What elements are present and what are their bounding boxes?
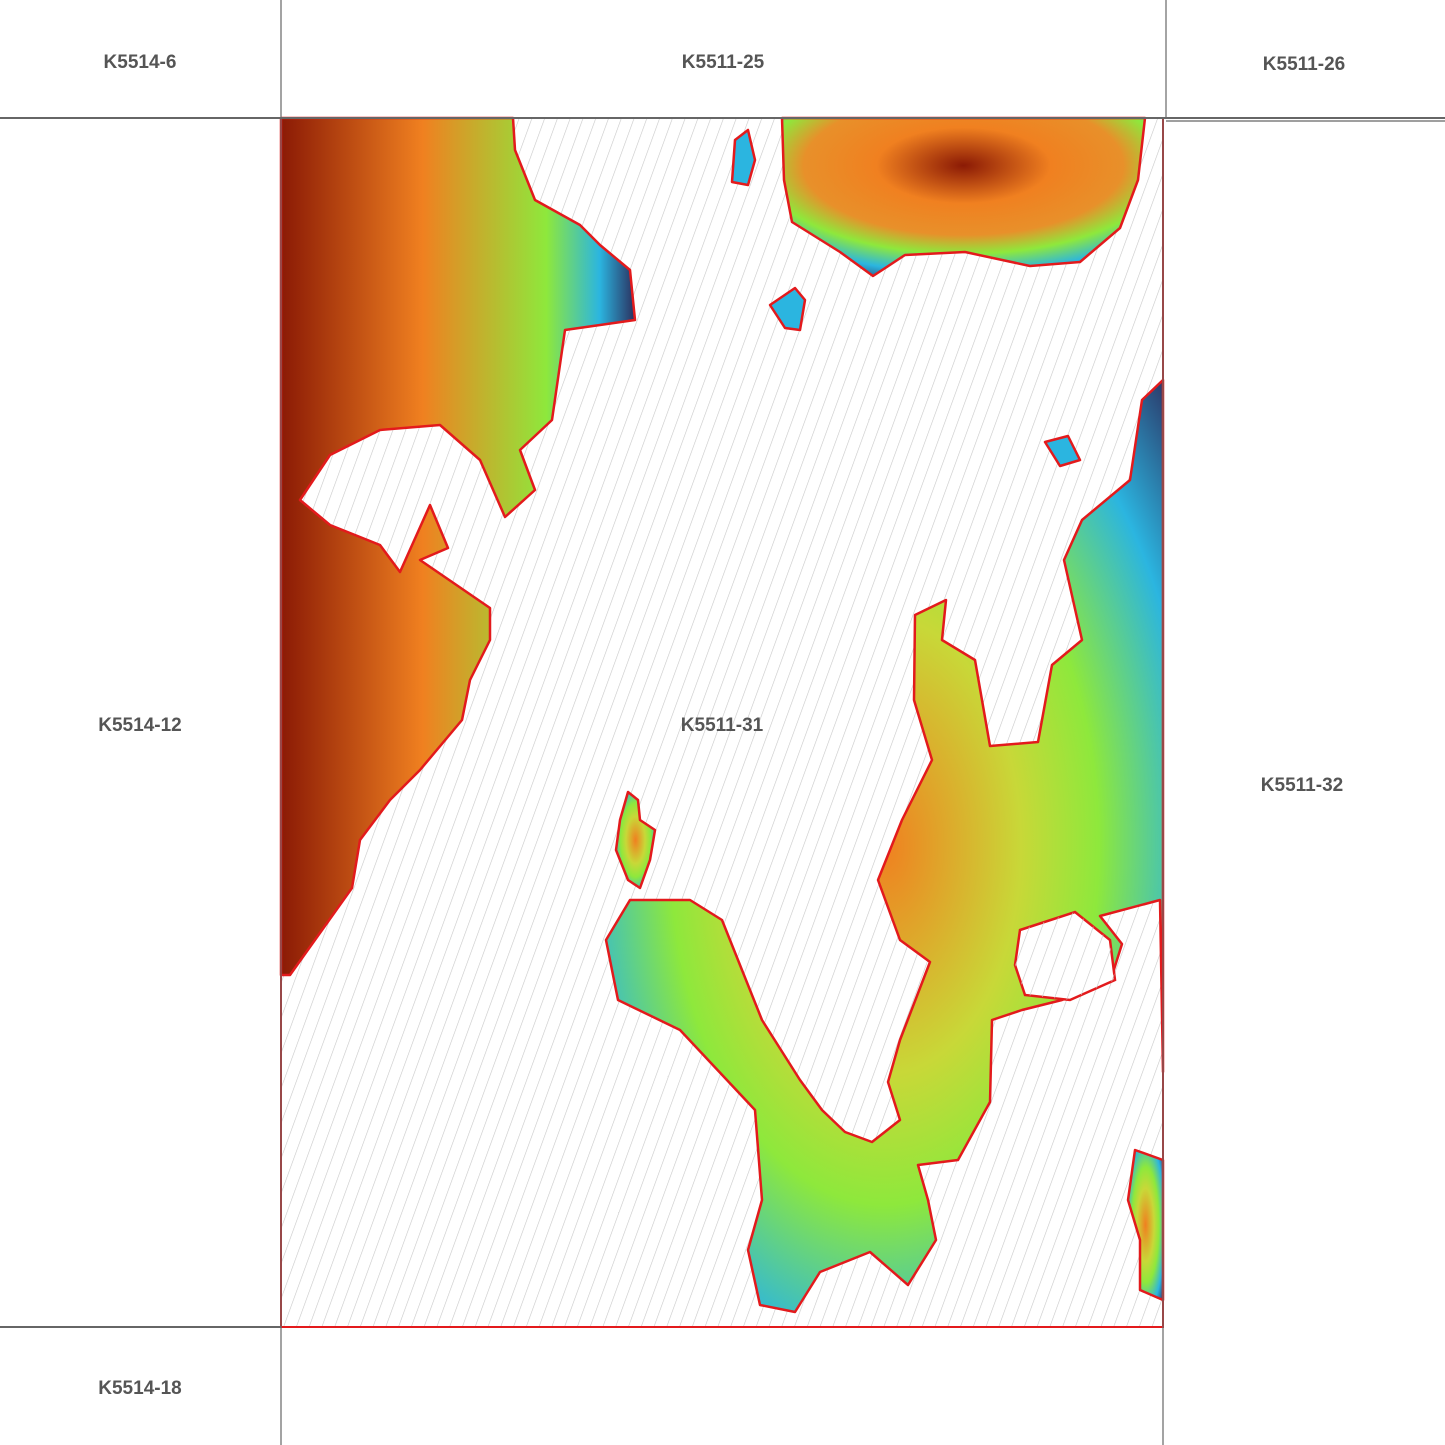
sheet-label: K5511-32 [1261,775,1343,796]
island-3 [730,128,757,187]
sheet-label: K5514-6 [104,52,177,73]
elevation-raster [279,116,1165,1314]
inlet-hatch [1015,912,1115,1000]
landmass-southeast [604,378,1165,1314]
sheet-label: K5511-25 [682,52,765,73]
island-2 [768,286,807,332]
sheet-label-selected: K5511-31 [681,715,764,736]
sheet-label: K5514-18 [98,1378,181,1399]
sheet-label: K5511-26 [1263,54,1345,75]
island-1 [614,790,657,890]
landmass-northeast [780,116,1147,278]
landmass-northwest [279,116,637,977]
sheet-label: K5514-12 [98,715,181,736]
island-4 [1043,434,1082,468]
